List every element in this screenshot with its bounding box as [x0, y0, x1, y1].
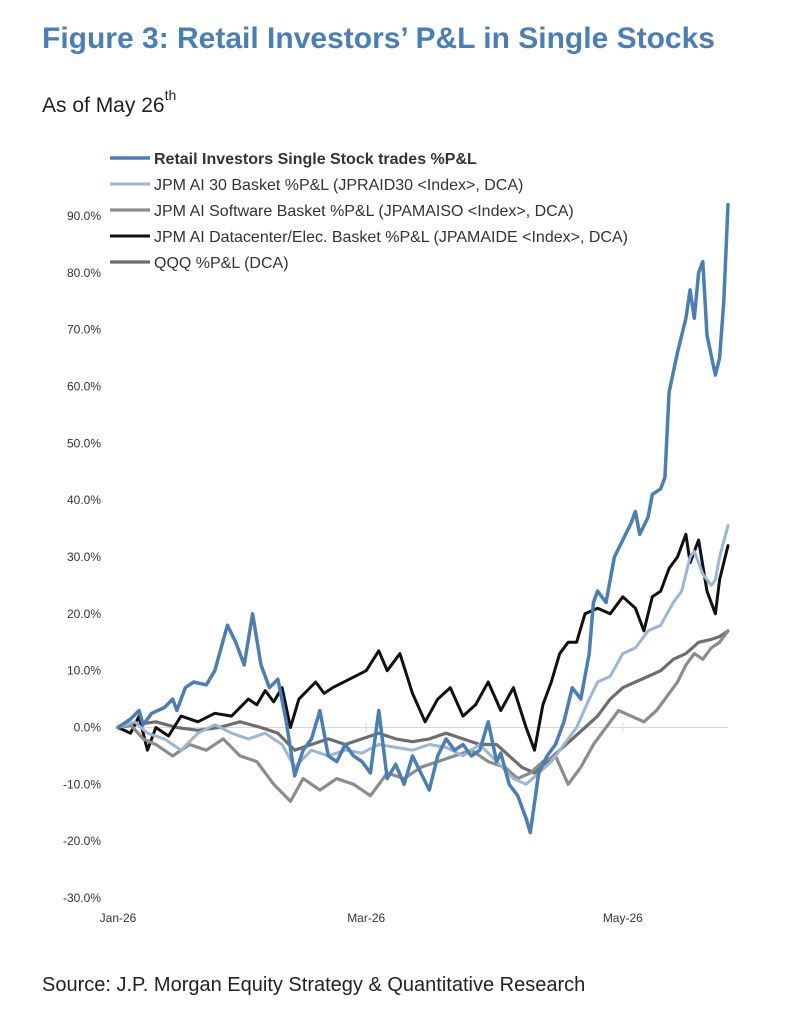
y-tick-label: 10.0% [67, 664, 101, 678]
y-tick-label: 0.0% [74, 721, 102, 735]
y-tick-label: 50.0% [67, 436, 101, 450]
y-tick-label: 80.0% [67, 266, 101, 280]
legend-label: JPM AI Datacenter/Elec. Basket %P&L (JPA… [154, 229, 628, 246]
legend-label: QQQ %P&L (DCA) [154, 255, 289, 272]
y-tick-label: 20.0% [67, 607, 101, 621]
y-axis: -30.0% -20.0% -10.0% 0.0% 10.0% 20.0% 30.0% 40.… [63, 209, 101, 905]
date-suffix: th [164, 87, 177, 103]
y-tick-label: -10.0% [63, 777, 101, 791]
legend-label: JPM AI 30 Basket %P&L (JPRAID30 <Index>,… [154, 177, 523, 194]
x-tick-label: Mar-26 [347, 911, 385, 925]
series-line-1 [116, 202, 730, 835]
y-tick-label: -30.0% [63, 891, 101, 905]
series-line-5 [116, 629, 730, 775]
x-tick-label: May-26 [603, 911, 643, 925]
legend: Retail Investors Single Stock trades %P&… [110, 151, 628, 272]
source-note: Source: J.P. Morgan Equity Strategy & Qu… [42, 974, 586, 996]
y-tick-label: 60.0% [67, 380, 101, 394]
as-of-date: As of May 26th [42, 87, 176, 118]
series-line-2 [116, 524, 730, 786]
series-line-4 [116, 532, 730, 752]
legend-label: Retail Investors Single Stock trades %P&… [154, 151, 477, 168]
legend-label: JPM AI Software Basket %P&L (JPAMAISO <I… [154, 203, 574, 220]
y-tick-label: 70.0% [67, 323, 101, 337]
x-axis: Jan-26 Mar-26 May-26 [100, 722, 728, 925]
figure-title: Figure 3: Retail Investors’ P&L in Singl… [42, 22, 715, 55]
y-tick-label: 30.0% [67, 550, 101, 564]
x-tick-label: Jan-26 [100, 911, 137, 925]
y-tick-label: 90.0% [67, 209, 101, 223]
as-of-date-text: As of May 26 [42, 94, 165, 117]
series-lines [116, 202, 730, 835]
y-tick-label: -20.0% [63, 834, 101, 848]
y-tick-label: 40.0% [67, 493, 101, 507]
